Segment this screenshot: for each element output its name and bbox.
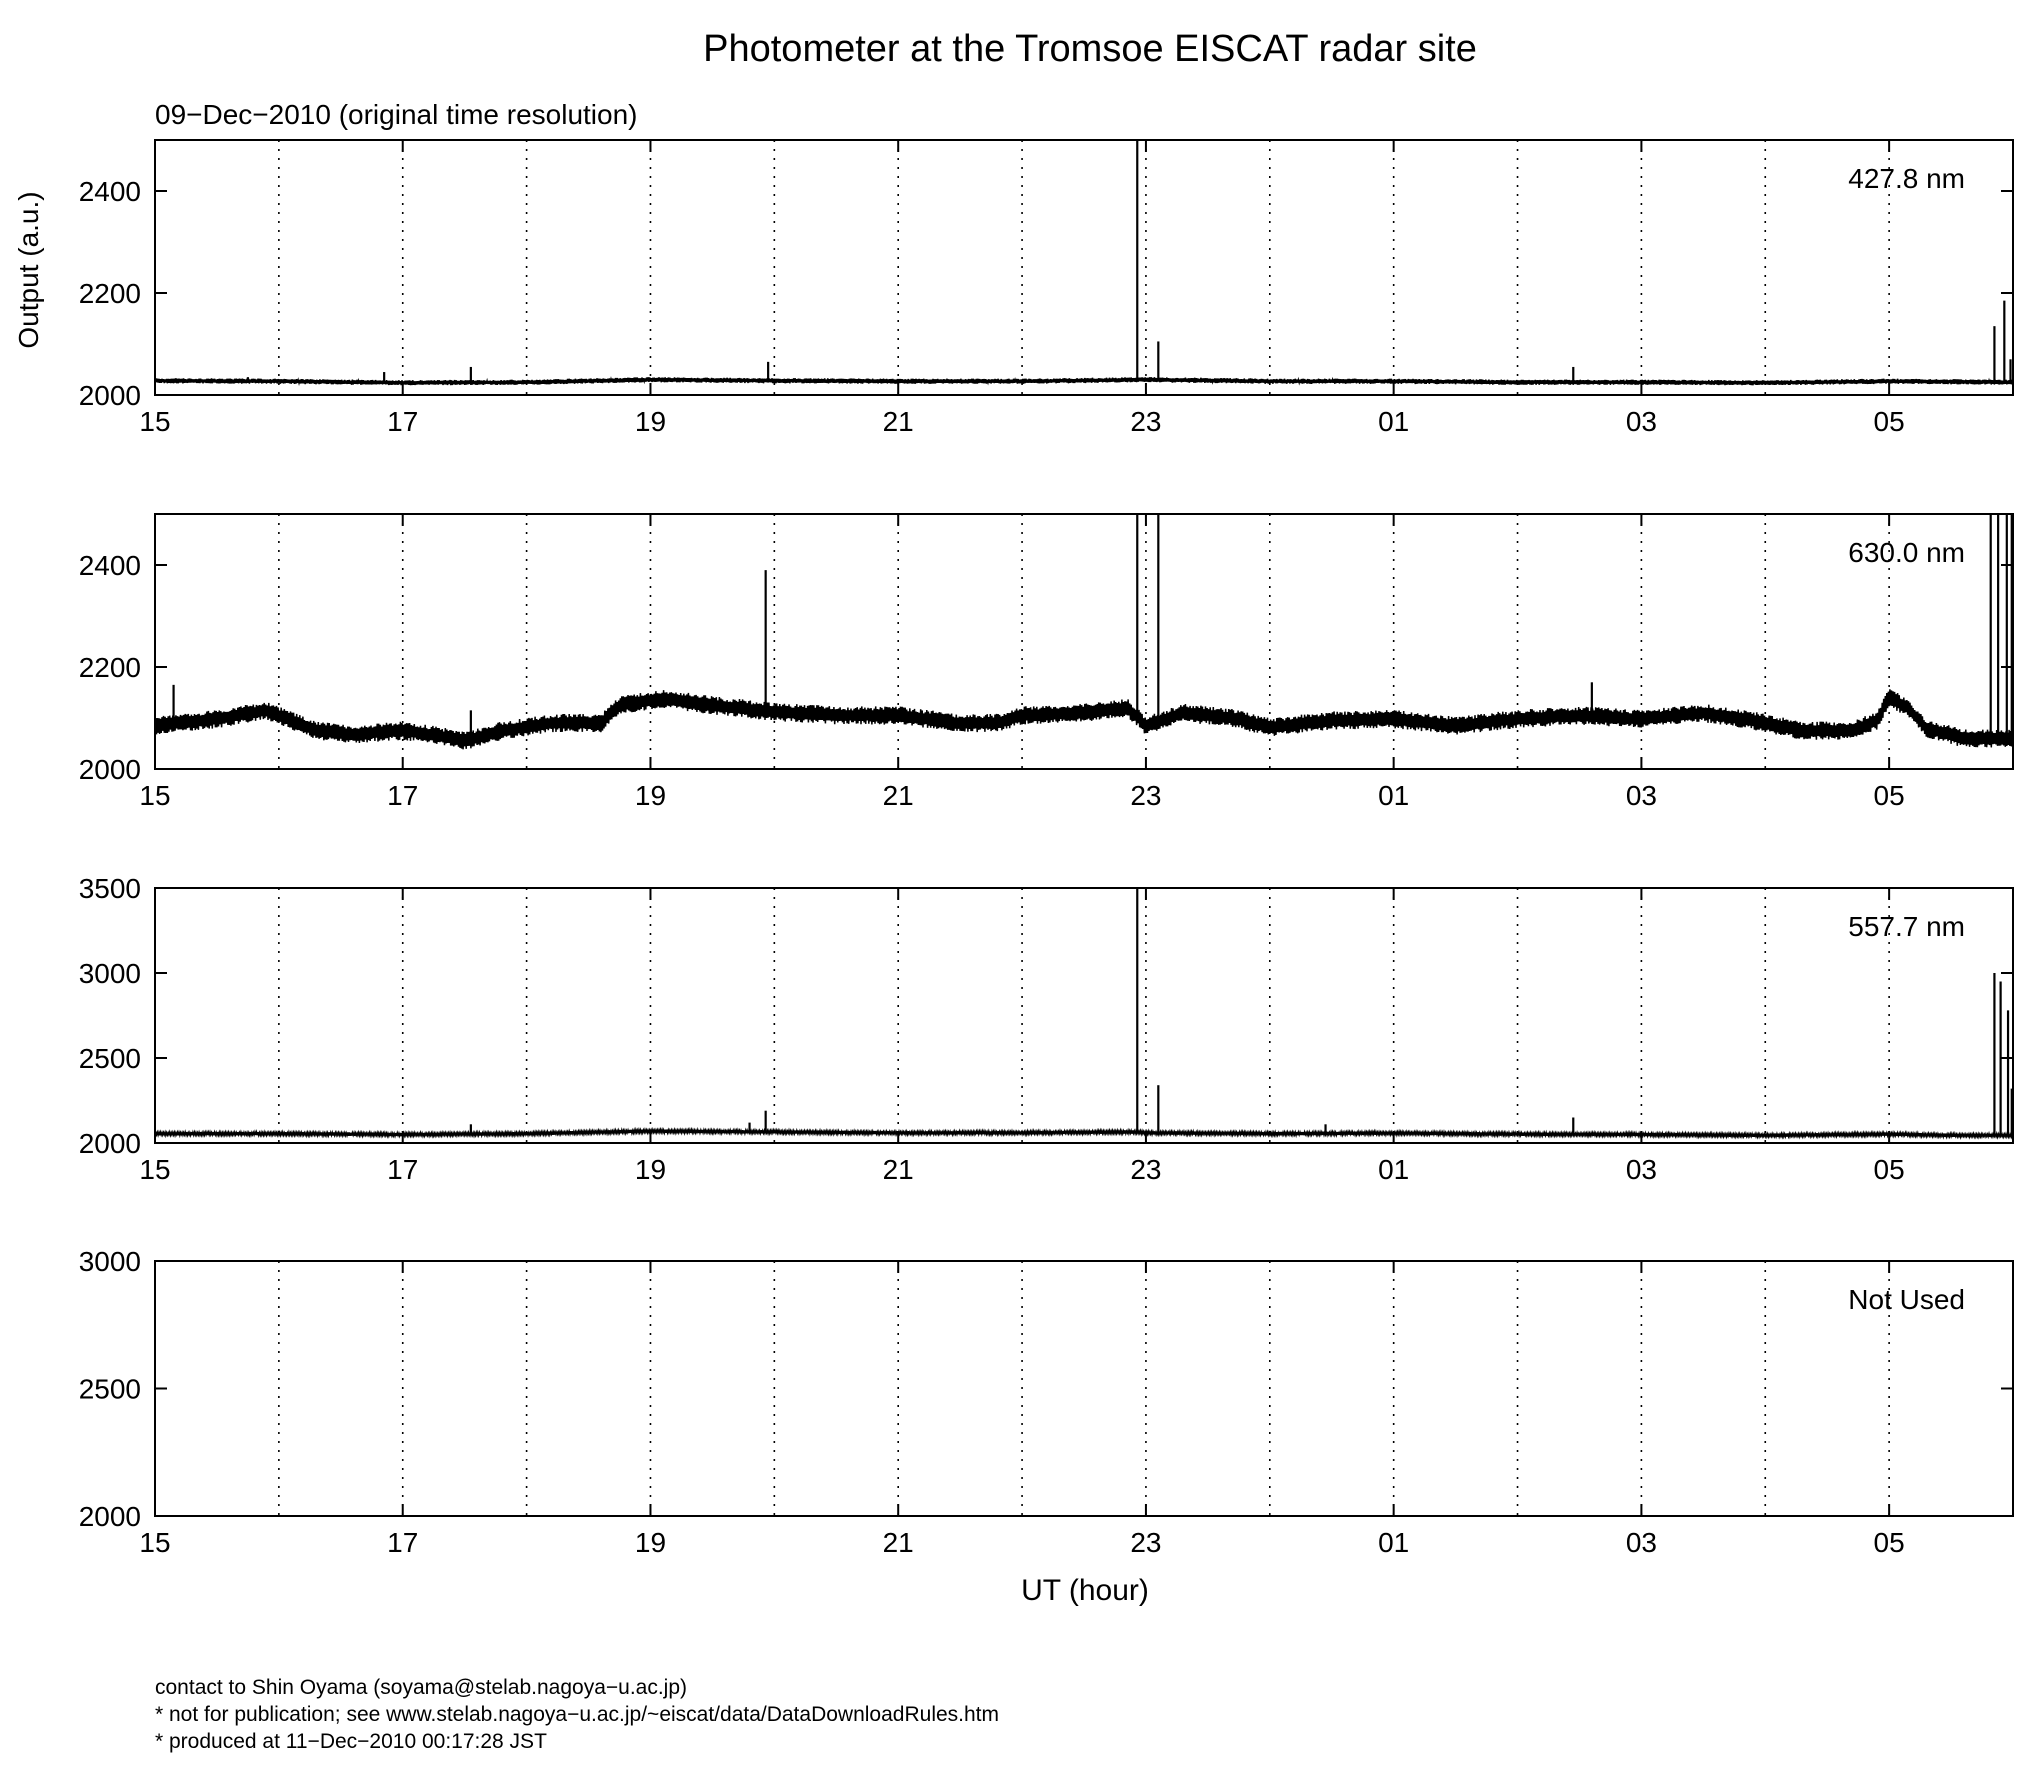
series-line <box>155 376 2013 386</box>
y-tick-label: 2400 <box>79 176 141 207</box>
panel-3: 2000 2500 3000 3500 15 17 19 21 23 01 03 05 557.7 nm <box>79 873 2014 1185</box>
x-tick-label: 05 <box>1874 406 1905 437</box>
y-tick-label: 2000 <box>79 380 141 411</box>
x-tick-label: 15 <box>139 1154 170 1185</box>
y-tick-label: 2400 <box>79 550 141 581</box>
x-tick-label: 17 <box>387 1154 418 1185</box>
x-tick-label: 19 <box>635 1527 666 1558</box>
x-tick-label: 23 <box>1130 1154 1161 1185</box>
panel-2: 2000 2200 2400 15 17 19 21 23 01 03 05 630.0 nm <box>79 513 2014 811</box>
x-tick-label: 21 <box>883 406 914 437</box>
y-tick-label: 2200 <box>79 652 141 683</box>
panel-label: 630.0 nm <box>1848 537 1965 568</box>
x-tick-label: 03 <box>1626 1527 1657 1558</box>
y-tick-label: 2200 <box>79 278 141 309</box>
y-tick-label: 2000 <box>79 1128 141 1159</box>
panel-label: Not Used <box>1848 1284 1965 1315</box>
x-tick-label: 15 <box>139 1527 170 1558</box>
y-tick-label: 2500 <box>79 1374 141 1405</box>
x-tick-label: 15 <box>139 406 170 437</box>
axes-frame <box>154 139 2014 396</box>
y-tick-label: 2000 <box>79 1501 141 1532</box>
x-tick-label: 05 <box>1874 1527 1905 1558</box>
y-axis-label: Output (a.u.) <box>13 191 44 348</box>
y-tick-label: 2500 <box>79 1043 141 1074</box>
x-axis-label: UT (hour) <box>1021 1574 1149 1607</box>
x-tick-label: 19 <box>635 780 666 811</box>
y-tick-label: 3000 <box>79 1246 141 1277</box>
x-tick-label: 23 <box>1130 1527 1161 1558</box>
series-group <box>155 514 2013 750</box>
panel-label: 557.7 nm <box>1848 911 1965 942</box>
y-tick-label: 2000 <box>79 754 141 785</box>
axes-frame <box>154 1260 2014 1517</box>
chart-title: Photometer at the Tromsoe EISCAT radar s… <box>703 28 1477 70</box>
footer-note: * not for publication; see www.stelab.na… <box>155 1703 999 1726</box>
footer-produced: * produced at 11−Dec−2010 00:17:28 JST <box>155 1730 547 1753</box>
x-tick-label: 21 <box>883 1154 914 1185</box>
x-tick-label: 21 <box>883 1527 914 1558</box>
x-tick-label: 01 <box>1378 780 1409 811</box>
x-tick-label: 23 <box>1130 780 1161 811</box>
chart-subtitle: 09−Dec−2010 (original time resolution) <box>155 99 638 130</box>
y-tick-label: 3500 <box>79 873 141 904</box>
axes-frame <box>154 513 2014 770</box>
x-tick-label: 23 <box>1130 406 1161 437</box>
panel-1: 2000 2200 2400 15 17 19 21 23 01 03 05 427.8 nm <box>79 139 2014 437</box>
x-tick-label: 03 <box>1626 406 1657 437</box>
footer-contact: contact to Shin Oyama (soyama@stelab.nag… <box>155 1676 688 1699</box>
series-line <box>155 689 2013 750</box>
x-tick-label: 17 <box>387 1527 418 1558</box>
x-tick-label: 03 <box>1626 780 1657 811</box>
panel-label: 427.8 nm <box>1848 163 1965 194</box>
x-tick-label: 01 <box>1378 1154 1409 1185</box>
series-line <box>155 1126 2013 1140</box>
x-tick-label: 03 <box>1626 1154 1657 1185</box>
x-tick-label: 21 <box>883 780 914 811</box>
x-tick-label: 17 <box>387 780 418 811</box>
x-tick-label: 19 <box>635 406 666 437</box>
x-tick-label: 19 <box>635 1154 666 1185</box>
series-group <box>155 140 2013 386</box>
x-tick-label: 17 <box>387 406 418 437</box>
y-tick-label: 3000 <box>79 958 141 989</box>
x-tick-label: 15 <box>139 780 170 811</box>
axes-frame <box>154 887 2014 1144</box>
series-group <box>155 888 2013 1140</box>
panel-4: 2000 2500 3000 15 17 19 21 23 01 03 05 Not Used <box>79 1246 2014 1558</box>
x-tick-label: 01 <box>1378 1527 1409 1558</box>
x-tick-label: 01 <box>1378 406 1409 437</box>
x-tick-label: 05 <box>1874 1154 1905 1185</box>
x-tick-label: 05 <box>1874 780 1905 811</box>
